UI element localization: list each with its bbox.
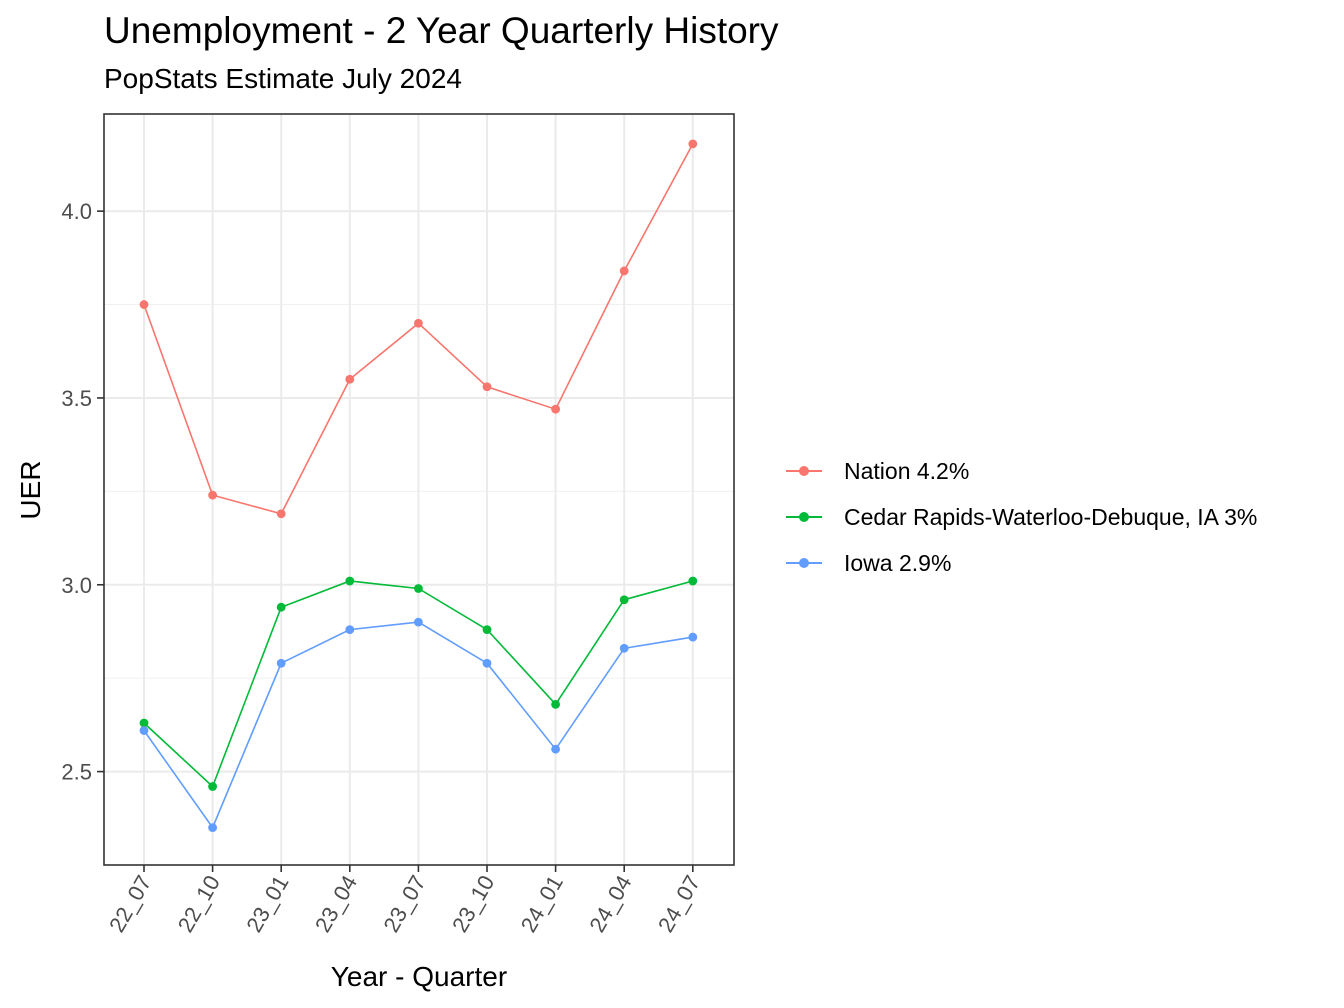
data-point	[551, 699, 560, 709]
legend-item: Cedar Rapids-Waterloo-Debuque, IA 3%	[784, 494, 1257, 540]
series-points	[139, 139, 698, 833]
legend-item: Nation 4.2%	[784, 448, 1257, 494]
data-point	[619, 595, 629, 605]
data-point	[208, 823, 218, 833]
data-point	[619, 266, 629, 276]
grid-lines	[104, 114, 734, 865]
data-point	[619, 643, 629, 653]
data-point	[139, 726, 149, 735]
x-tick-label: 22_10	[173, 871, 225, 936]
chart-subtitle: PopStats Estimate July 2024	[104, 63, 462, 94]
data-point	[276, 509, 286, 519]
legend-label: Iowa 2.9%	[844, 549, 952, 576]
data-point	[345, 576, 355, 586]
x-axis: 22_07 22_10 23_01 23_04 23_07 23_10 24_01 24_04…	[104, 865, 705, 936]
data-point	[276, 658, 286, 668]
legend-label: Nation 4.2%	[844, 457, 970, 484]
data-point	[139, 718, 149, 728]
legend-key	[784, 553, 824, 573]
data-point	[482, 658, 492, 668]
x-tick-label: 24_01	[516, 871, 568, 936]
data-point	[208, 490, 218, 500]
data-point	[551, 404, 560, 414]
y-tick-label: 2.5	[61, 760, 92, 785]
y-tick-label: 3.0	[61, 573, 92, 598]
data-point	[345, 625, 355, 635]
data-point	[276, 602, 286, 612]
y-axis-label: UER	[15, 460, 46, 519]
x-tick-label: 23_04	[310, 871, 362, 936]
legend-label: Cedar Rapids-Waterloo-Debuque, IA 3%	[844, 503, 1258, 530]
x-tick-label: 23_07	[378, 871, 430, 936]
data-point	[345, 374, 355, 384]
y-axis: 2.5 3.0 3.5 4.0	[61, 199, 104, 785]
x-tick-label: 23_01	[241, 871, 293, 936]
chart-title: Unemployment - 2 Year Quarterly History	[104, 10, 779, 51]
data-point	[139, 300, 149, 309]
data-point	[688, 632, 698, 642]
data-point	[414, 318, 423, 328]
data-point	[551, 744, 560, 754]
data-point	[208, 782, 218, 791]
x-tick-label: 24_04	[584, 871, 636, 936]
data-point	[482, 382, 492, 392]
data-point	[688, 576, 698, 586]
legend-key	[784, 461, 824, 481]
x-tick-label: 22_07	[104, 871, 156, 936]
legend-key	[784, 507, 824, 527]
legend: Nation 4.2% Cedar Rapids-Waterloo-Debuque…	[784, 448, 1257, 586]
x-axis-label: Year - Quarter	[331, 961, 507, 992]
y-tick-label: 3.5	[61, 386, 92, 411]
legend-item: Iowa 2.9%	[784, 540, 1257, 586]
data-point	[688, 139, 698, 149]
data-point	[482, 625, 492, 635]
data-point	[414, 584, 423, 593]
x-tick-label: 24_07	[653, 871, 705, 936]
data-point	[414, 617, 423, 627]
x-tick-label: 23_10	[447, 871, 499, 936]
y-tick-label: 4.0	[61, 199, 92, 224]
